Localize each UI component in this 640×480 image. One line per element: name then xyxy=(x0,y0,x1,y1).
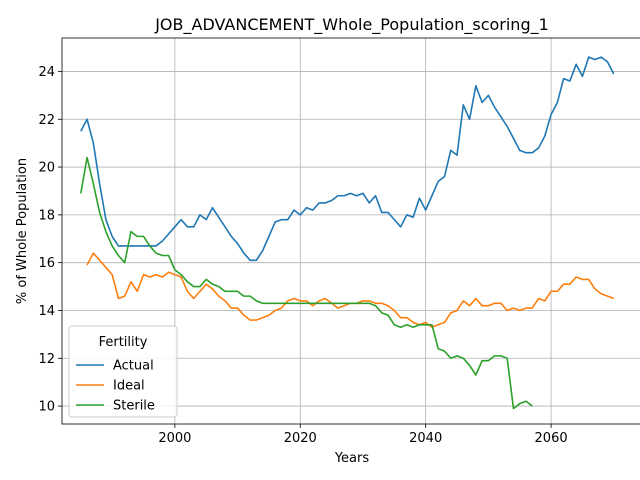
plot-frame xyxy=(61,37,640,425)
x-tick-label: 2000 xyxy=(158,431,191,446)
legend-title: Fertility xyxy=(99,335,148,350)
y-axis: 10 12 14 16 18 20 22 24 xyxy=(38,65,62,415)
x-tick-label: 2040 xyxy=(409,431,442,446)
legend-entries: Actual Ideal Sterile xyxy=(76,359,155,414)
y-tick-label: 10 xyxy=(38,400,55,415)
series-line-sterile xyxy=(80,156,533,410)
y-tick-label: 14 xyxy=(38,304,55,319)
legend-box xyxy=(68,325,178,418)
y-axis-label: % of Whole Population xyxy=(15,158,30,304)
legend-label-ideal: Ideal xyxy=(113,379,145,394)
legend-label-actual: Actual xyxy=(113,359,154,374)
x-tick-label: 2060 xyxy=(535,431,568,446)
series-line-ideal xyxy=(86,252,615,329)
y-tick-label: 24 xyxy=(38,65,55,80)
chart-title: JOB_ADVANCEMENT_Whole_Population_scoring… xyxy=(154,15,549,35)
x-axis-label: Years xyxy=(334,451,370,466)
series-line-actual xyxy=(80,56,615,262)
plot-lines xyxy=(80,56,615,410)
y-tick-label: 22 xyxy=(38,113,55,128)
x-tick-label: 2020 xyxy=(284,431,317,446)
legend-label-sterile: Sterile xyxy=(113,399,155,414)
x-axis: 2000 2020 2040 2060 xyxy=(158,424,568,446)
y-tick-label: 16 xyxy=(38,256,55,271)
y-tick-label: 20 xyxy=(38,161,55,176)
legend: Fertility Actual Ideal Sterile xyxy=(68,325,178,418)
y-tick-label: 18 xyxy=(38,208,55,223)
y-tick-label: 12 xyxy=(38,352,55,367)
